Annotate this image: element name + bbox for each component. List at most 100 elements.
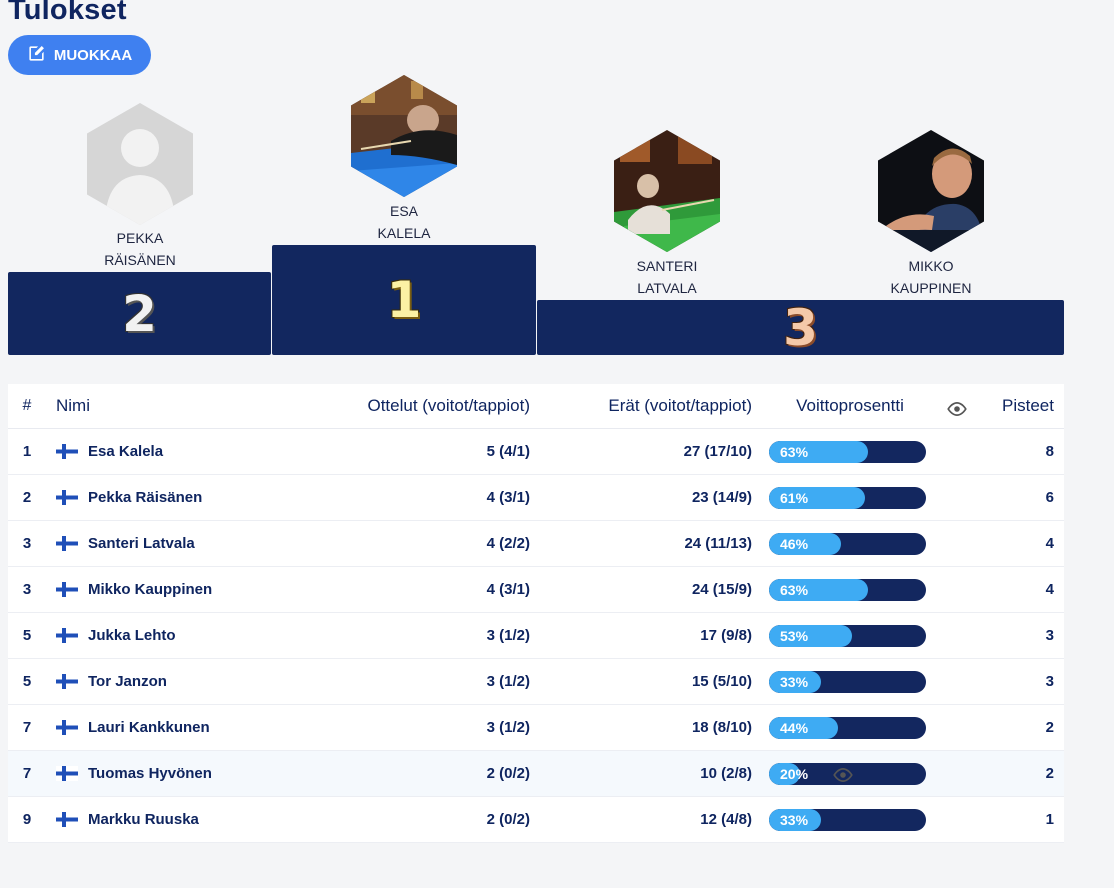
points-cell: 6	[948, 474, 1064, 521]
sets-cell: 12 (4/8)	[530, 796, 752, 843]
player-name[interactable]: Mikko Kauppinen	[88, 581, 213, 598]
matches-cell: 2 (0/2)	[296, 796, 530, 843]
win-percentage-bar: 33%	[769, 808, 926, 831]
avatar-placeholder-icon	[87, 103, 193, 225]
points-cell: 1	[948, 796, 1064, 843]
sets-cell: 24 (11/13)	[530, 520, 752, 567]
points-cell: 8	[948, 428, 1064, 475]
header-matches[interactable]: Ottelut (voitot/tappiot)	[296, 384, 530, 429]
edit-icon	[27, 44, 46, 67]
table-row[interactable]: 7 Lauri Kankkunen 3 (1/2) 18 (8/10) 44% …	[8, 704, 1064, 751]
header-points[interactable]: Pisteet	[946, 384, 1064, 429]
rank-cell: 3	[8, 566, 46, 613]
matches-cell: 4 (3/1)	[296, 474, 530, 521]
win-percentage-label: 33%	[780, 673, 809, 690]
win-percentage-label: 33%	[780, 811, 809, 828]
matches-cell: 5 (4/1)	[296, 428, 530, 475]
player-name[interactable]: Esa Kalela	[88, 443, 164, 460]
matches-cell: 4 (2/2)	[296, 520, 530, 567]
win-percentage-bar: 20%	[769, 762, 926, 785]
standings-table: # Nimi Ottelut (voitot/tappiot) Erät (vo…	[8, 384, 1064, 843]
player-name[interactable]: Tor Janzon	[88, 673, 167, 690]
win-percentage-fill	[769, 486, 865, 509]
points-cell: 4	[948, 520, 1064, 567]
win-percentage-bar: 44%	[769, 716, 926, 739]
win-percentage-bar: 61%	[769, 486, 926, 509]
matches-cell: 3 (1/2)	[296, 658, 530, 705]
win-percentage-label: 63%	[780, 581, 809, 598]
points-cell: 3	[948, 658, 1064, 705]
win-percentage-fill	[769, 532, 842, 555]
finland-flag-icon	[56, 720, 78, 735]
win-percentage-bar: 63%	[769, 440, 926, 463]
sets-cell: 15 (5/10)	[530, 658, 752, 705]
player-name[interactable]: Markku Ruuska	[88, 811, 199, 828]
player-photo-pekka-raisanen	[87, 103, 193, 225]
edit-button-label: MUOKKAA	[53, 46, 133, 64]
win-percentage-fill	[769, 762, 801, 785]
podium-name-third-b: MIKKO KAUPPINEN	[890, 258, 972, 296]
header-rank[interactable]: #	[8, 384, 46, 429]
player-photo-mikko-kauppinen	[878, 130, 984, 252]
points-cell: 3	[948, 612, 1064, 659]
eye-icon[interactable]	[946, 398, 968, 418]
table-row[interactable]: 7 Tuomas Hyvönen 2 (0/2) 10 (2/8) 20% 2	[8, 750, 1064, 797]
podium-name-first: ESA KALELA	[377, 203, 431, 241]
player-name[interactable]: Pekka Räisänen	[88, 489, 203, 506]
table-row[interactable]: 2 Pekka Räisänen 4 (3/1) 23 (14/9) 61% 6	[8, 474, 1064, 521]
table-row[interactable]: 3 Santeri Latvala 4 (2/2) 24 (11/13) 46%…	[8, 520, 1064, 567]
header-sets[interactable]: Erät (voitot/tappiot)	[530, 384, 752, 429]
place-number-third: 3	[783, 298, 818, 357]
podium-name-third-a: SANTERI LATVALA	[636, 258, 698, 296]
win-percentage-label: 63%	[780, 443, 809, 460]
points-cell: 2	[833, 750, 1064, 797]
table-row[interactable]: 5 Jukka Lehto 3 (1/2) 17 (9/8) 53% 3	[8, 612, 1064, 659]
win-percentage-bar: 33%	[769, 670, 926, 693]
table-row[interactable]: 1 Esa Kalela 5 (4/1) 27 (17/10) 63% 8	[8, 428, 1064, 475]
win-percentage-fill	[769, 670, 821, 693]
page-title: Tulokset	[8, 0, 127, 26]
header-name[interactable]: Nimi	[46, 384, 296, 429]
matches-cell: 2 (0/2)	[296, 750, 530, 797]
finland-flag-icon	[56, 628, 78, 643]
podium-step-third: 3	[537, 300, 1064, 355]
win-percentage-fill	[769, 808, 821, 831]
player-name[interactable]: Santeri Latvala	[88, 535, 195, 552]
header-win-percentage[interactable]: Voittoprosentti	[752, 384, 948, 429]
rank-cell: 3	[8, 520, 46, 567]
player-name[interactable]: Jukka Lehto	[88, 627, 176, 644]
podium-step-second: 2	[8, 272, 271, 355]
win-percentage-label: 53%	[780, 627, 809, 644]
finland-flag-icon	[56, 766, 78, 781]
player-name[interactable]: Lauri Kankkunen	[88, 719, 210, 736]
rank-cell: 5	[8, 658, 46, 705]
place-number-second: 2	[122, 284, 157, 343]
finland-flag-icon	[56, 812, 78, 827]
table-row[interactable]: 5 Tor Janzon 3 (1/2) 15 (5/10) 33% 3	[8, 658, 1064, 705]
sets-cell: 18 (8/10)	[530, 704, 752, 751]
finland-flag-icon	[56, 674, 78, 689]
matches-cell: 3 (1/2)	[296, 704, 530, 751]
eye-icon[interactable]	[832, 766, 854, 783]
win-percentage-bar: 53%	[769, 624, 926, 647]
finland-flag-icon	[56, 582, 78, 597]
table-row[interactable]: 9 Markku Ruuska 2 (0/2) 12 (4/8) 33% 1	[8, 796, 1064, 843]
win-percentage-label: 46%	[780, 535, 809, 552]
win-percentage-label: 20%	[780, 765, 809, 782]
finland-flag-icon	[56, 490, 78, 505]
matches-cell: 4 (3/1)	[296, 566, 530, 613]
edit-button[interactable]: MUOKKAA	[8, 35, 151, 75]
rank-cell: 7	[8, 704, 46, 751]
win-percentage-bar: 46%	[769, 532, 926, 555]
podium-name-second: PEKKA RÄISÄNEN	[104, 230, 176, 268]
player-name[interactable]: Tuomas Hyvönen	[88, 765, 212, 782]
table-row[interactable]: 3 Mikko Kauppinen 4 (3/1) 24 (15/9) 63% …	[8, 566, 1064, 613]
rank-cell: 1	[8, 428, 46, 475]
win-percentage-fill	[769, 716, 839, 739]
sets-cell: 24 (15/9)	[530, 566, 752, 613]
points-cell: 4	[948, 566, 1064, 613]
sets-cell: 17 (9/8)	[530, 612, 752, 659]
points-cell: 2	[948, 704, 1064, 751]
rank-cell: 2	[8, 474, 46, 521]
player-photo-esa-kalela	[351, 75, 457, 197]
